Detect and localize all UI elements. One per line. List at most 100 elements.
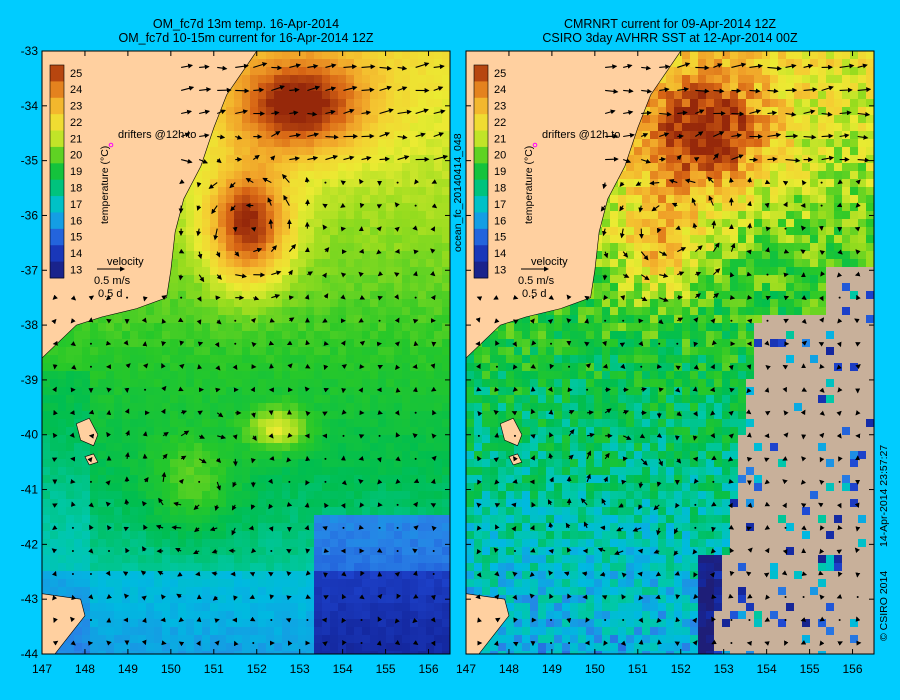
velocity-arrow — [693, 317, 699, 323]
velocity-arrow — [197, 251, 203, 260]
velocity-arrow — [199, 64, 210, 70]
velocity-arrow — [122, 571, 129, 577]
velocity-dot — [89, 342, 92, 345]
velocity-arrow — [394, 571, 400, 577]
velocity-arrow — [158, 497, 164, 506]
colorbar-tick-label: 14 — [494, 248, 506, 260]
velocity-dot — [396, 181, 399, 184]
velocity-arrow — [819, 410, 825, 416]
velocity-arrow — [586, 432, 595, 438]
velocity-arrow — [641, 387, 647, 392]
velocity-arrow — [656, 527, 661, 536]
colorbar-cell — [474, 163, 488, 181]
x-tick-label: 149 — [542, 662, 562, 676]
velocity-arrow — [692, 617, 697, 624]
velocity-dot — [766, 319, 769, 322]
velocity-arrow — [431, 455, 437, 462]
velocity-arrow — [836, 594, 843, 599]
velocity-arrow — [178, 478, 184, 485]
velocity-arrow — [567, 593, 572, 599]
velocity-arrow — [476, 572, 482, 578]
velocity-arrow — [199, 133, 210, 139]
velocity-arrow — [175, 547, 182, 553]
velocity-arrow — [70, 318, 76, 324]
velocity-arrow — [693, 341, 699, 348]
velocity-arrow — [601, 595, 608, 600]
velocity-arrow — [548, 570, 554, 576]
velocity-arrow — [51, 457, 58, 462]
velocity-arrow — [433, 86, 444, 91]
velocity-arrow — [323, 595, 329, 600]
velocity-dot — [89, 619, 92, 622]
colorbar-cell — [50, 196, 64, 213]
velocity-arrow — [783, 432, 789, 438]
velocity-arrow — [322, 318, 328, 323]
velocity-arrow — [88, 548, 94, 554]
velocity-dot — [784, 227, 787, 230]
velocity-arrow — [143, 363, 149, 369]
velocity-arrow — [52, 432, 58, 439]
velocity-arrow — [728, 364, 734, 371]
x-tick-label: 148 — [499, 662, 519, 676]
velocity-arrow — [638, 205, 644, 213]
velocity-arrow — [289, 110, 299, 116]
velocity-arrow — [659, 273, 669, 278]
x-tick-label: 154 — [757, 662, 777, 676]
velocity-arrow — [836, 202, 843, 208]
velocity-dot — [748, 619, 751, 622]
x-tick-label: 155 — [800, 662, 820, 676]
velocity-arrow — [623, 63, 633, 69]
velocity-arrow — [394, 294, 399, 300]
velocity-arrow — [233, 595, 238, 601]
velocity-dot — [676, 342, 679, 345]
velocity-arrow — [270, 245, 277, 252]
velocity-arrow — [622, 410, 630, 415]
velocity-arrow — [584, 295, 590, 301]
velocity-arrow — [839, 110, 852, 116]
velocity-arrow — [307, 111, 318, 117]
velocity-arrow — [178, 617, 184, 623]
velocity-dot — [252, 642, 255, 645]
x-tick-label: 151 — [628, 662, 648, 676]
velocity-arrow — [749, 109, 762, 115]
velocity-dot — [604, 319, 607, 322]
velocity-arrow — [836, 433, 842, 439]
velocity-arrow — [494, 571, 500, 577]
velocity-arrow — [343, 64, 358, 70]
velocity-arrow — [271, 65, 283, 71]
velocity-arrow — [341, 409, 347, 415]
velocity-dot — [324, 181, 327, 184]
velocity-arrow — [745, 571, 752, 577]
velocity-arrow — [216, 481, 221, 491]
velocity-arrow — [430, 226, 436, 232]
velocity-arrow — [71, 364, 77, 370]
velocity-dot — [198, 480, 201, 483]
velocity-arrow — [208, 182, 218, 189]
velocity-arrow — [268, 478, 273, 485]
velocity-arrow — [268, 526, 274, 532]
velocity-arrow — [106, 431, 112, 438]
velocity-arrow — [231, 527, 237, 536]
velocity-arrow — [640, 274, 650, 281]
velocity-arrow — [800, 409, 806, 416]
velocity-arrow — [803, 87, 818, 93]
velocity-arrow — [322, 272, 327, 279]
velocity-arrow — [603, 294, 609, 301]
velocity-dot — [234, 342, 237, 345]
velocity-arrow — [820, 271, 826, 277]
velocity-arrow — [287, 640, 293, 646]
velocity-arrow — [602, 182, 608, 190]
velocity-arrow — [376, 204, 383, 209]
velocity-arrow — [563, 571, 570, 577]
velocity-speed-label: 0.5 m/s — [518, 275, 555, 287]
velocity-arrow — [619, 228, 625, 239]
colorbar-tick-label: 23 — [70, 101, 82, 113]
colorbar-frame — [49, 64, 65, 279]
velocity-dot — [550, 619, 553, 622]
x-tick-label: 156 — [419, 662, 439, 676]
velocity-arrow — [677, 87, 690, 92]
velocity-arrow — [566, 294, 572, 300]
velocity-arrow — [196, 205, 202, 211]
velocity-arrow — [764, 501, 771, 507]
velocity-arrow — [713, 268, 721, 276]
